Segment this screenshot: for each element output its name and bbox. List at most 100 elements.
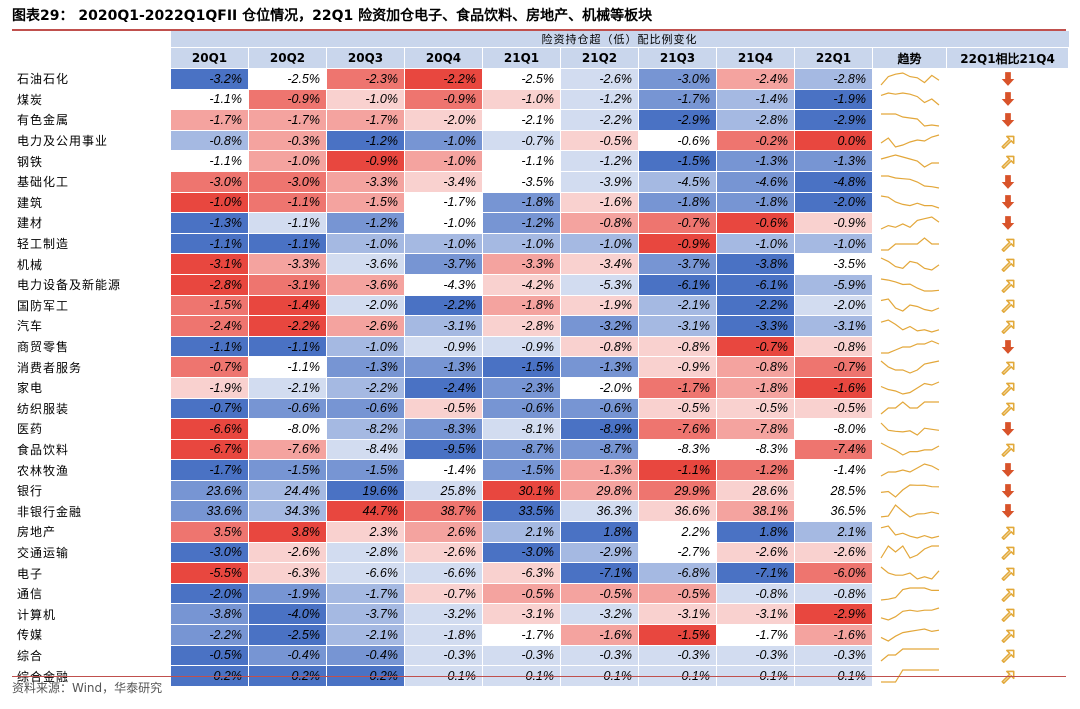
- value-cell: 2.3%: [326, 521, 405, 543]
- value-cell: -2.1%: [482, 109, 561, 131]
- trend-sparkline: [879, 545, 939, 560]
- change-cell: [945, 521, 1070, 543]
- value-cell: -0.7%: [404, 582, 483, 605]
- value-cell: -1.8%: [716, 191, 795, 214]
- value-cell: -2.1%: [638, 294, 717, 317]
- arrow-up-right-icon: [1001, 320, 1015, 334]
- value-cell: -7.1%: [716, 562, 795, 584]
- trend-cell: [872, 521, 947, 543]
- industry-name: 国防军工: [12, 294, 171, 317]
- table-row: 商贸零售 -1.1% -1.1% -1.0% -0.9% -0.9% -0.8% -0.8% -…: [12, 335, 1070, 358]
- value-cell: -3.2%: [404, 603, 483, 626]
- value-cell: -8.3%: [638, 438, 717, 461]
- value-cell: -2.8%: [326, 541, 405, 564]
- value-cell: -0.8%: [794, 582, 873, 605]
- value-cell: -1.9%: [560, 294, 639, 317]
- change-cell: [945, 273, 1070, 296]
- position-table: 险资持仓超（低）配比例变化 20Q1 20Q2 20Q3 20Q4 21Q1 21Q2 21…: [12, 31, 1070, 687]
- value-cell: -0.7%: [716, 335, 795, 358]
- value-cell: -1.0%: [326, 335, 405, 358]
- table-row: 煤炭 -1.1% -0.9% -1.0% -0.9% -1.0% -1.2% -1.7% -1.…: [12, 88, 1070, 111]
- value-cell: 36.3%: [560, 500, 639, 523]
- value-cell: -3.7%: [638, 253, 717, 275]
- value-cell: -0.5%: [638, 397, 717, 420]
- value-cell: 28.6%: [716, 479, 795, 502]
- value-cell: -0.5%: [638, 582, 717, 605]
- value-cell: -3.5%: [482, 170, 561, 193]
- value-cell: -2.9%: [638, 109, 717, 131]
- industry-name: 汽车: [12, 315, 171, 337]
- change-cell: [945, 150, 1070, 172]
- value-cell: -1.7%: [638, 88, 717, 111]
- value-cell: -1.6%: [560, 624, 639, 646]
- value-cell: -0.9%: [326, 150, 405, 172]
- sparkline-line: [880, 278, 939, 292]
- arrow-up-right-icon: [1001, 135, 1015, 149]
- industry-name: 房地产: [12, 521, 171, 543]
- value-cell: -1.1%: [638, 459, 717, 481]
- value-cell: 38.7%: [404, 500, 483, 523]
- chart-title: 图表29： 2020Q1-2022Q1QFII 仓位情况，22Q1 险资加仓电子…: [12, 8, 653, 24]
- value-cell: -1.5%: [482, 356, 561, 378]
- value-cell: -8.7%: [560, 438, 639, 461]
- value-cell: -1.2%: [482, 212, 561, 234]
- industry-name: 有色金属: [12, 109, 171, 131]
- value-cell: -2.9%: [794, 109, 873, 131]
- value-cell: -2.0%: [326, 294, 405, 317]
- sparkline-line: [880, 648, 939, 662]
- column-header: 趋势: [872, 47, 947, 69]
- sparkline-line: [880, 669, 939, 683]
- value-cell: -1.1%: [248, 191, 327, 214]
- value-cell: -6.6%: [170, 418, 249, 440]
- value-cell: -3.7%: [404, 253, 483, 275]
- table-row: 家电 -1.9% -2.1% -2.2% -2.4% -2.3% -2.0% -1.7% -1.…: [12, 376, 1070, 399]
- sparkline-line: [880, 319, 939, 333]
- table-row: 银行 23.6% 24.4% 19.6% 25.8% 30.1% 29.8% 29.9% 28.…: [12, 479, 1070, 502]
- arrow-up-right-icon: [1001, 361, 1015, 376]
- trend-cell: [872, 562, 947, 584]
- value-cell: -0.5%: [794, 397, 873, 420]
- value-cell: 33.6%: [170, 500, 249, 523]
- value-cell: -3.1%: [482, 603, 561, 626]
- value-cell: -1.3%: [794, 150, 873, 172]
- arrow-up-right-icon: [1001, 382, 1015, 396]
- value-cell: -1.7%: [326, 582, 405, 605]
- industry-name: 交通运输: [12, 541, 171, 564]
- change-cell: [945, 129, 1070, 152]
- sparkline-line: [880, 113, 939, 127]
- change-cell: [945, 500, 1070, 523]
- value-cell: -1.8%: [716, 376, 795, 399]
- sparkline-line: [880, 134, 939, 148]
- sparkline-line: [880, 525, 939, 539]
- value-cell: -2.0%: [560, 376, 639, 399]
- arrow-up-right-icon: [1001, 402, 1015, 417]
- change-cell: [945, 582, 1070, 605]
- trend-cell: [872, 644, 947, 667]
- trend-cell: [872, 191, 947, 214]
- arrow-down-icon: [1001, 113, 1014, 127]
- trend-sparkline: [880, 628, 939, 642]
- value-cell: -1.0%: [404, 129, 483, 152]
- trend-sparkline: [880, 607, 939, 621]
- value-cell: -1.2%: [326, 129, 405, 152]
- industry-name: 煤炭: [12, 88, 171, 111]
- value-cell: -1.0%: [326, 232, 405, 255]
- arrow-up-right-icon: [1001, 629, 1015, 643]
- value-cell: -1.9%: [794, 88, 873, 111]
- value-cell: -0.7%: [482, 129, 561, 152]
- value-cell: -3.2%: [170, 68, 249, 90]
- value-cell: -8.9%: [560, 418, 639, 440]
- table-row: 机械 -3.1% -3.3% -3.6% -3.7% -3.3% -3.4% -3.7% -3.…: [12, 253, 1070, 275]
- value-cell: -3.5%: [794, 253, 873, 275]
- value-cell: -2.8%: [482, 315, 561, 337]
- trend-sparkline: [880, 319, 939, 333]
- value-cell: -2.6%: [716, 541, 795, 564]
- value-cell: -1.5%: [248, 459, 327, 481]
- value-cell: -1.4%: [404, 459, 483, 481]
- value-cell: -4.0%: [248, 603, 327, 626]
- value-cell: -0.3%: [638, 644, 717, 667]
- value-cell: -2.1%: [326, 624, 405, 646]
- value-cell: -6.3%: [482, 562, 561, 584]
- value-cell: -1.2%: [560, 88, 639, 111]
- trend-sparkline: [880, 463, 939, 477]
